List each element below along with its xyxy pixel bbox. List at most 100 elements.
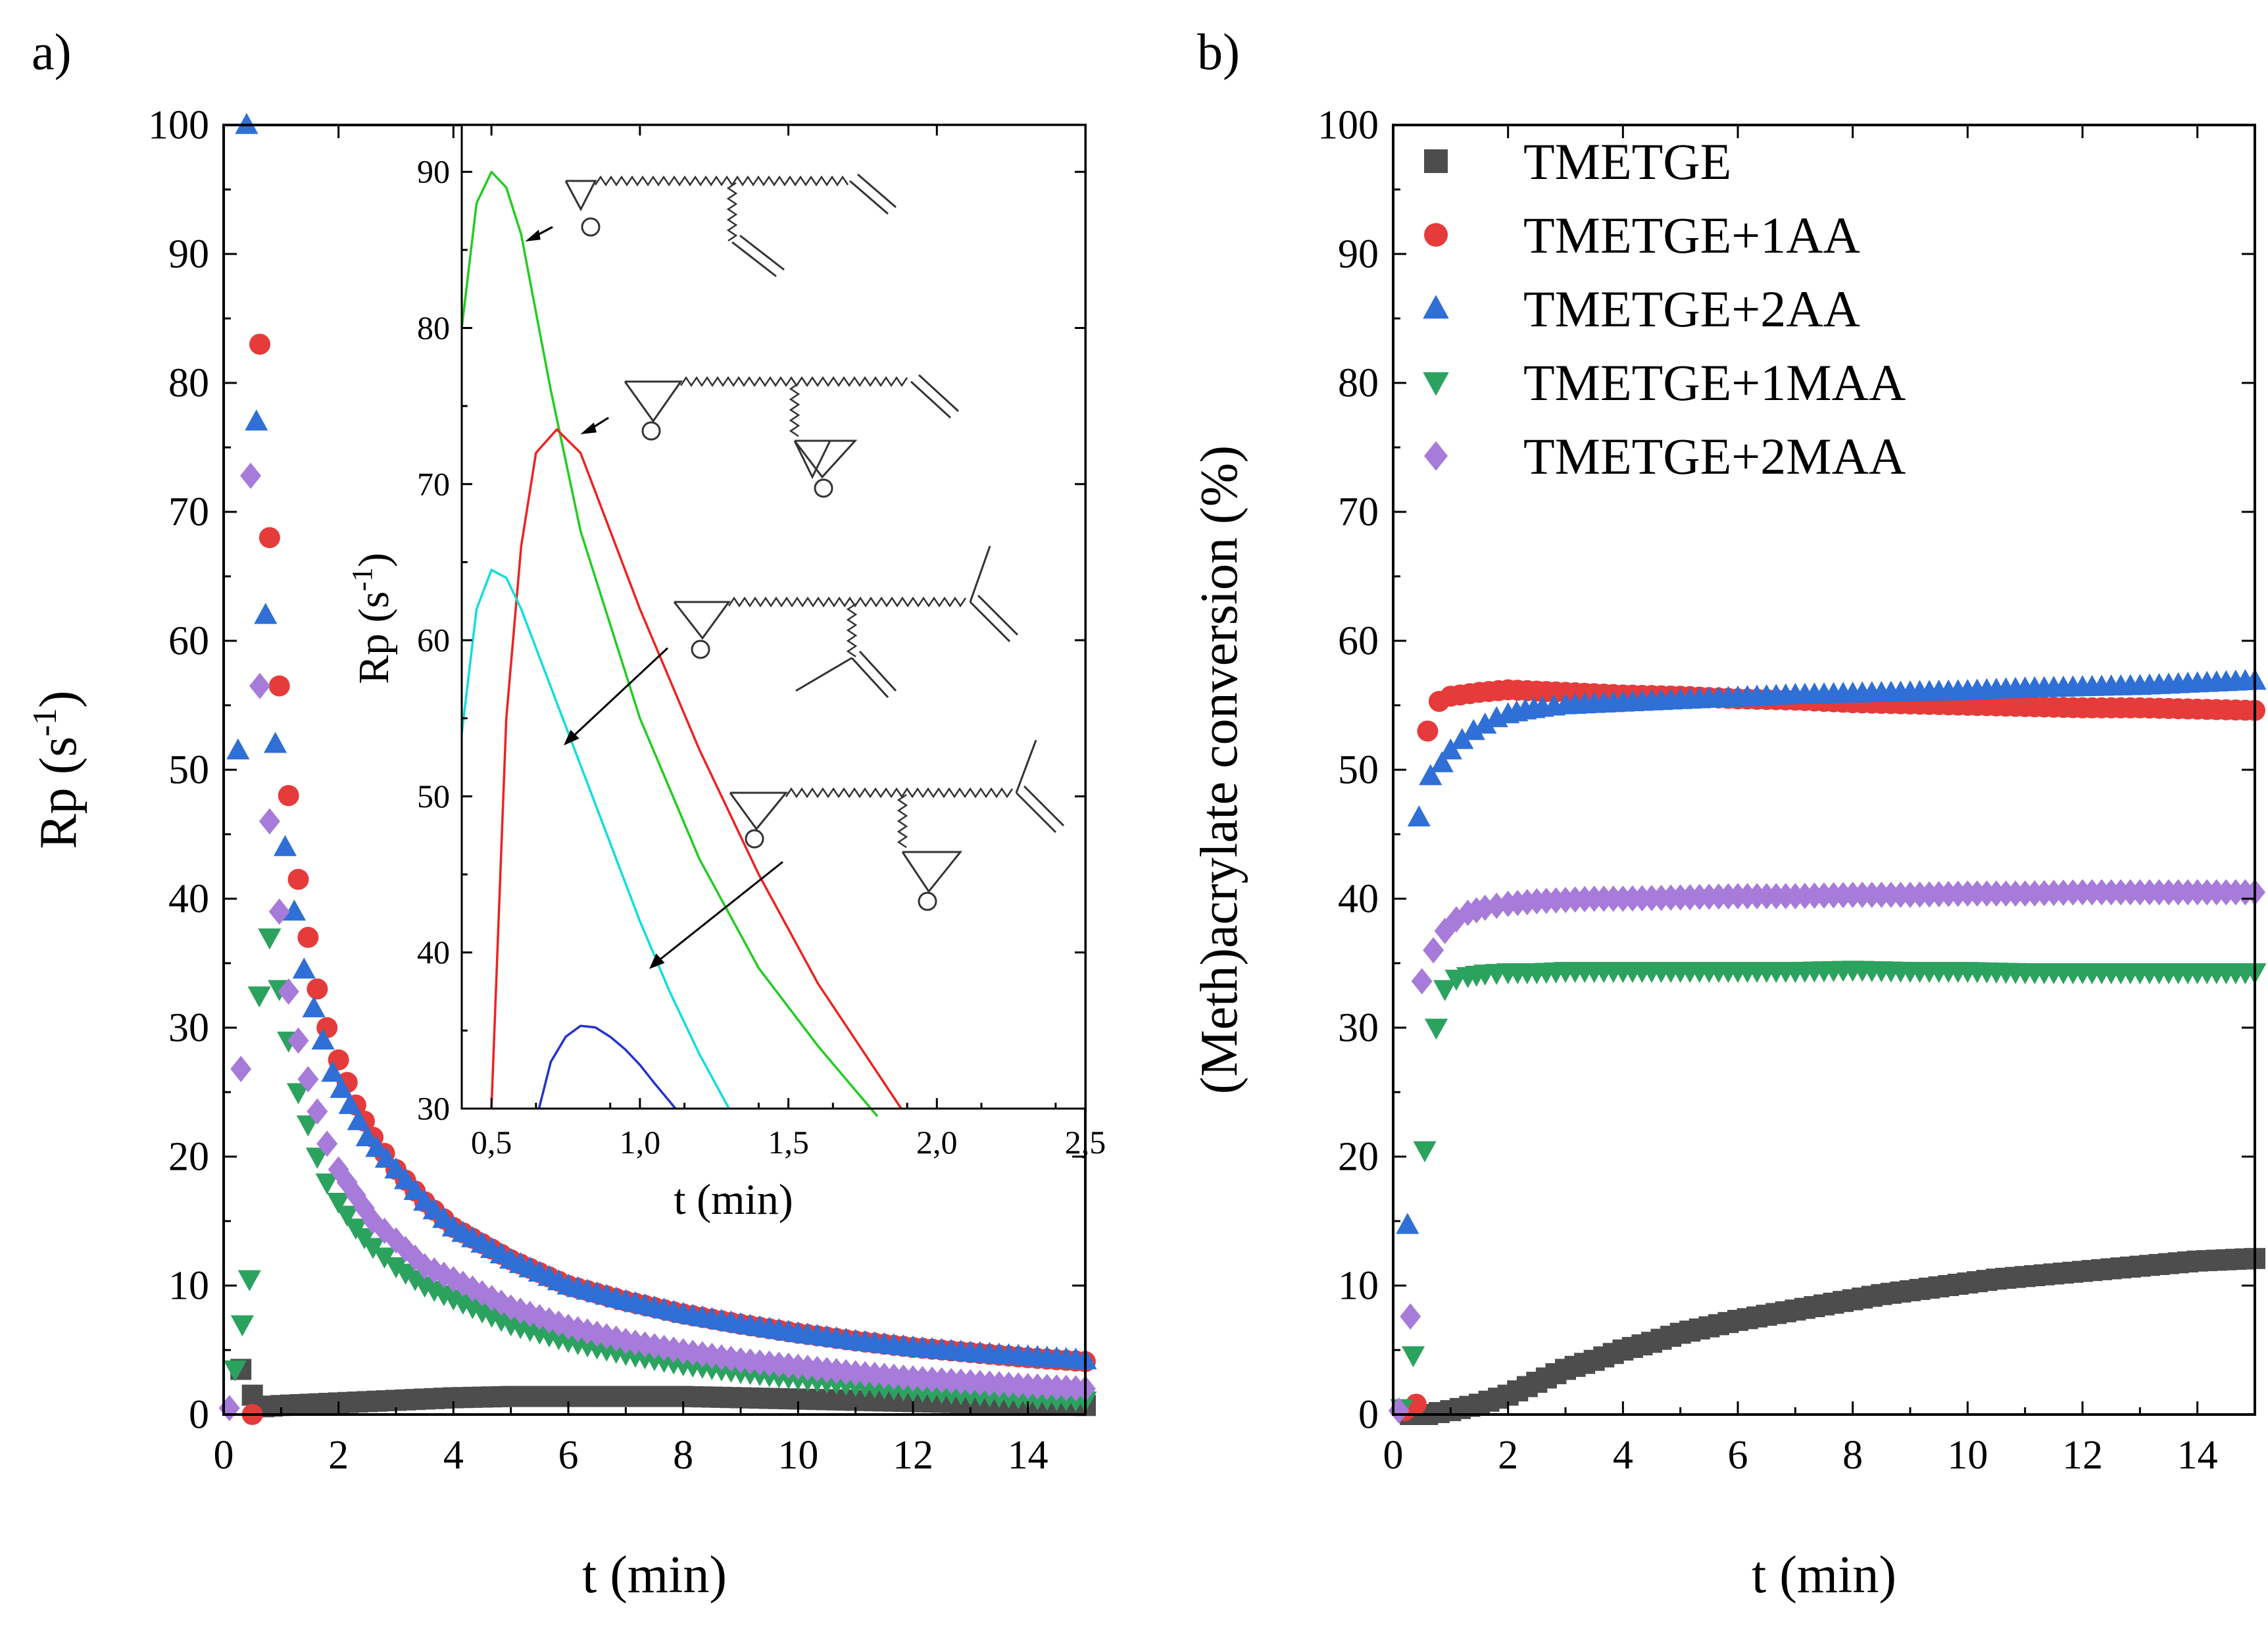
panel-a-data-point	[226, 738, 250, 760]
panel-a-data-point	[355, 1125, 379, 1147]
structure-chain	[679, 376, 908, 388]
panel-b-y-tick-label: 60	[1338, 618, 1379, 663]
panel-b-x-tick-label: 14	[2177, 1433, 2218, 1478]
panel-b-y-tick-label: 30	[1338, 1005, 1379, 1050]
panel-a-data-point	[292, 957, 316, 979]
panel-a-data-point	[223, 1360, 247, 1382]
panel-a-y-tick-label: 10	[168, 1263, 209, 1308]
panel-b-y-tick-label: 10	[1338, 1263, 1379, 1308]
inset-y-axis-title-sup: -1	[346, 567, 378, 591]
panel-a-data-point	[403, 1178, 427, 1200]
legend-marker	[1423, 295, 1449, 319]
panel-b-data-series	[1388, 668, 2267, 1425]
inset-y-tick-label: 60	[417, 622, 450, 659]
structure-4	[729, 739, 1065, 911]
panel-a-data-point	[218, 1395, 240, 1422]
inset-x-axis-title: t (min)	[674, 1176, 793, 1224]
panel-b-y-tick-label: 20	[1338, 1134, 1379, 1179]
panel-a-y-tick-label: 40	[168, 876, 209, 921]
inset-x-tick-label: 0,5	[471, 1124, 512, 1161]
panel-a-x-tick-label: 2	[328, 1433, 349, 1478]
panel-a-data-point	[278, 785, 299, 807]
structure-chain	[727, 596, 967, 608]
panel-a-data-point	[384, 1257, 408, 1278]
panel-b-legend: TMETGE TMETGE+1AA TMETGE+2AA TMETGE+1MAA TME…	[1423, 133, 1906, 485]
panel-a-x-tick-label: 10	[777, 1433, 818, 1478]
structure-3	[673, 545, 1019, 699]
legend-label: TMETGE+1MAA	[1523, 354, 1906, 411]
panel-a-data-point	[268, 675, 290, 697]
panel-b-data-point	[1473, 713, 1497, 734]
panel-b-x-tick-label: 4	[1613, 1433, 1633, 1478]
panel-b-x-tick-label: 0	[1383, 1433, 1404, 1478]
inset-y-tick-label: 70	[417, 465, 450, 502]
panel-a-data-point	[240, 463, 262, 489]
legend-label: TMETGE	[1523, 133, 1731, 190]
panel-a-data-point	[338, 1093, 362, 1115]
inset-y-tick-label: 50	[417, 778, 450, 814]
panel-a-y-tick-label: 80	[168, 361, 209, 405]
inset-curves	[460, 170, 902, 1117]
panel-a-data-point	[259, 527, 280, 549]
legend-item: TMETGE+2AA	[1423, 280, 1860, 338]
panel-a-data-point	[305, 1147, 329, 1169]
panel-a-x-tick-label: 14	[1008, 1433, 1048, 1478]
panel-a-data-point	[384, 1157, 408, 1179]
panel-b-data-point	[1405, 1393, 1427, 1415]
panel-a-data-point	[297, 1066, 319, 1093]
inset-x-tick-label: 1,0	[620, 1124, 661, 1161]
structure-chain	[846, 603, 858, 658]
inset-plot-frame	[460, 124, 1087, 1110]
panel-a-y-tick-label: 20	[168, 1134, 209, 1179]
panel-a-data-point	[347, 1109, 370, 1130]
panel-a-data-point	[361, 1238, 385, 1259]
panel-a-data-point	[264, 732, 287, 753]
panel-a-x-tick-label: 6	[558, 1433, 579, 1478]
panel-a-x-tick-label: 8	[673, 1433, 693, 1478]
panel-a-data-point	[230, 1315, 254, 1337]
panel-a-data-point	[249, 334, 271, 355]
structure-chain	[594, 175, 849, 187]
panel-a-data-point	[393, 1168, 418, 1190]
panel-b-y-tick-label: 70	[1338, 489, 1379, 534]
panel-b-x-tick-label: 6	[1728, 1433, 1748, 1478]
panel-a-x-tick-label: 4	[443, 1433, 464, 1478]
inset-y-tick-label: 30	[417, 1090, 450, 1127]
legend-marker	[1423, 372, 1449, 396]
panel-a-data-point	[297, 926, 319, 948]
panel-b-data-point	[1411, 968, 1433, 995]
panel-a-y-tick-label: 50	[168, 747, 209, 792]
panel-b-y-tick-label: 0	[1358, 1392, 1379, 1437]
panel-a-series-tmetge-plus-2maa	[218, 463, 1096, 1422]
panel-a-data-point	[330, 1076, 353, 1098]
inset-y-axis-title-close: )	[350, 553, 398, 567]
panel-a-data-point	[321, 1061, 345, 1082]
legend-label: TMETGE+1AA	[1523, 207, 1860, 264]
panel-b-x-tick-label: 8	[1842, 1433, 1863, 1478]
panel-a-data-point	[237, 1270, 261, 1291]
panel-b-x-axis-title: t (min)	[1752, 1546, 1896, 1604]
panel-b-y-tick-label: 100	[1318, 103, 1379, 147]
panel-a-data-point	[311, 1028, 335, 1050]
panel-a-data-point	[259, 808, 280, 835]
panel-a-x-axis-title: t (min)	[582, 1546, 727, 1604]
panel-b-y-tick-label: 90	[1338, 232, 1379, 276]
inset-x-tick-label: 1,5	[768, 1124, 809, 1161]
panel-a-data-point	[315, 1173, 339, 1195]
panel-a-data-point	[316, 1130, 338, 1157]
structure-chain	[897, 793, 908, 849]
panel-b-conversion-plot: b) 0 2 4 6 8 10 12 14 0 10 20 30 40 50 60 70 80 90 100 t (…	[1191, 23, 2267, 1604]
panel-a-inset: 0,5 1,0 1,5 2,0 2,5 30 40 50 60 70 80 90 t (min) Rp…	[346, 124, 1106, 1224]
panel-b-data-point	[1424, 1018, 1448, 1040]
panel-b-data-point	[1413, 1141, 1437, 1163]
inset-y-tick-label: 80	[417, 309, 450, 346]
panel-a-data-point	[235, 113, 259, 134]
panel-b-series-tmetge-plus-2aa	[1396, 668, 2267, 1234]
panel-b-y-tick-label: 50	[1338, 747, 1379, 792]
legend-item: TMETGE	[1424, 133, 1731, 190]
panel-b-label: b)	[1197, 23, 1240, 80]
panel-a-data-point	[282, 899, 307, 921]
panel-a-data-point	[273, 835, 297, 857]
panel-a-data-point	[230, 1055, 252, 1082]
panel-b-series-tmetge-plus-2maa	[1388, 879, 2265, 1424]
